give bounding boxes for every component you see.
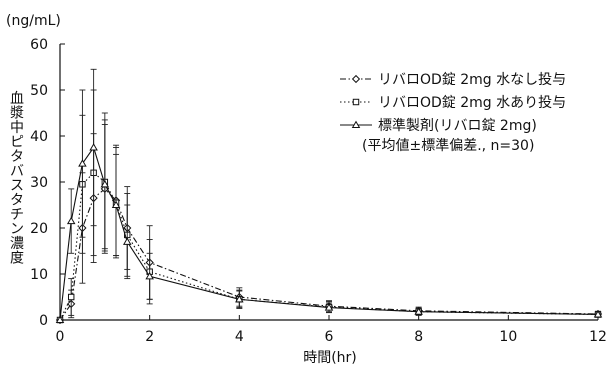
data-point <box>55 315 65 324</box>
data-point <box>593 310 603 318</box>
y-axis-title-char: 中 <box>10 120 24 136</box>
y-axis-title-char: 漿 <box>10 106 24 122</box>
y-tick-label: 10 <box>30 267 48 283</box>
data-point <box>78 159 87 167</box>
series-layer <box>55 68 603 325</box>
y-tick-label: 30 <box>30 175 48 191</box>
y-axis-title-char: ス <box>10 178 24 194</box>
x-tick-label: 10 <box>499 329 517 345</box>
y-axis-title-char: ピ <box>10 135 24 151</box>
y-axis-title-char: タ <box>10 149 24 165</box>
data-point <box>89 143 98 151</box>
y-tick-label: 60 <box>30 37 48 53</box>
legend-marker <box>351 120 361 129</box>
y-tick-label: 20 <box>30 221 48 237</box>
y-tick-label: 50 <box>30 83 48 99</box>
data-point <box>324 303 334 311</box>
series-line <box>59 188 599 321</box>
series-line <box>59 146 599 321</box>
series-line <box>59 172 599 321</box>
data-point <box>100 179 110 188</box>
data-point <box>235 294 244 303</box>
axis-ticks: 0 10 20 30 40 50 60 0 2 4 6 8 10 12 <box>30 37 606 345</box>
y-axis-title-char: チ <box>10 207 24 223</box>
legend-marker <box>351 74 361 84</box>
x-tick-label: 8 <box>414 329 423 345</box>
y-tick-label: 40 <box>30 129 48 145</box>
x-tick-label: 4 <box>235 329 244 345</box>
data-point <box>414 307 423 315</box>
x-tick-label: 12 <box>589 329 606 345</box>
legend-label: リバロOD錠 2mg 水なし投与 <box>378 72 566 88</box>
x-tick-label: 6 <box>325 329 334 345</box>
series-diamond <box>55 124 603 325</box>
legend-label: 標準製剤(リバロ錠 2mg) <box>378 118 537 134</box>
x-tick-label: 2 <box>145 329 154 345</box>
x-tick-label: 0 <box>56 329 65 345</box>
data-point <box>111 200 121 209</box>
x-axis-title: 時間(hr) <box>303 350 357 366</box>
y-axis-title-char: バ <box>10 164 24 180</box>
y-axis-title-char: 度 <box>10 251 24 267</box>
y-tick-label: 0 <box>39 313 48 329</box>
data-point <box>67 293 75 301</box>
y-axis-title-char: ン <box>10 222 24 238</box>
statistics-note: (平均値±標準偏差., n=30) <box>362 138 534 154</box>
data-point <box>66 216 76 225</box>
series-triangle <box>55 68 603 324</box>
data-point <box>145 271 154 280</box>
y-axis-title-char: 濃 <box>10 236 24 252</box>
data-point <box>122 237 132 245</box>
legend-marker <box>352 98 360 106</box>
y-axis-title-char: タ <box>10 193 24 209</box>
legend-label: リバロOD錠 2mg 水あり投与 <box>378 95 566 111</box>
y-axis-title-char: 血 <box>10 91 24 107</box>
y-unit-label: (ng/mL) <box>6 13 61 29</box>
